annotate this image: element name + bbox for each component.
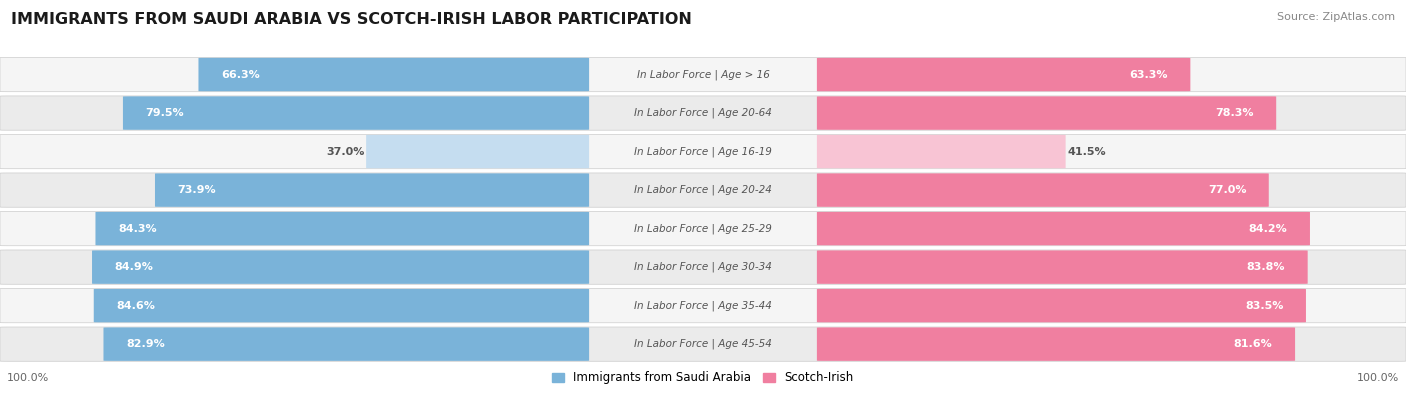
Text: In Labor Force | Age 35-44: In Labor Force | Age 35-44: [634, 300, 772, 311]
Text: In Labor Force | Age 16-19: In Labor Force | Age 16-19: [634, 146, 772, 157]
Text: 84.2%: 84.2%: [1249, 224, 1288, 233]
FancyBboxPatch shape: [817, 327, 1295, 361]
Text: 83.8%: 83.8%: [1247, 262, 1285, 272]
Text: 37.0%: 37.0%: [326, 147, 364, 156]
FancyBboxPatch shape: [817, 135, 1066, 168]
Text: In Labor Force | Age 30-34: In Labor Force | Age 30-34: [634, 262, 772, 273]
Text: 78.3%: 78.3%: [1215, 108, 1254, 118]
FancyBboxPatch shape: [94, 289, 589, 322]
FancyBboxPatch shape: [0, 288, 1406, 323]
FancyBboxPatch shape: [366, 135, 589, 168]
Text: In Labor Force | Age 20-24: In Labor Force | Age 20-24: [634, 185, 772, 196]
FancyBboxPatch shape: [104, 327, 589, 361]
Text: Source: ZipAtlas.com: Source: ZipAtlas.com: [1277, 12, 1395, 22]
Text: 73.9%: 73.9%: [177, 185, 217, 195]
Text: 81.6%: 81.6%: [1234, 339, 1272, 349]
Text: 41.5%: 41.5%: [1067, 147, 1105, 156]
FancyBboxPatch shape: [0, 211, 1406, 246]
Text: 66.3%: 66.3%: [221, 70, 260, 79]
Text: 63.3%: 63.3%: [1129, 70, 1168, 79]
FancyBboxPatch shape: [817, 58, 1191, 91]
Text: 83.5%: 83.5%: [1246, 301, 1284, 310]
Text: In Labor Force | Age > 16: In Labor Force | Age > 16: [637, 69, 769, 80]
Text: 84.6%: 84.6%: [117, 301, 155, 310]
FancyBboxPatch shape: [0, 327, 1406, 361]
Text: In Labor Force | Age 25-29: In Labor Force | Age 25-29: [634, 223, 772, 234]
FancyBboxPatch shape: [0, 96, 1406, 130]
Legend: Immigrants from Saudi Arabia, Scotch-Irish: Immigrants from Saudi Arabia, Scotch-Iri…: [547, 367, 859, 389]
FancyBboxPatch shape: [155, 173, 589, 207]
Text: 100.0%: 100.0%: [7, 373, 49, 383]
FancyBboxPatch shape: [0, 250, 1406, 284]
FancyBboxPatch shape: [122, 96, 589, 130]
FancyBboxPatch shape: [0, 173, 1406, 207]
Text: In Labor Force | Age 45-54: In Labor Force | Age 45-54: [634, 339, 772, 350]
FancyBboxPatch shape: [0, 134, 1406, 169]
Text: 84.9%: 84.9%: [114, 262, 153, 272]
FancyBboxPatch shape: [91, 250, 589, 284]
FancyBboxPatch shape: [817, 96, 1277, 130]
Text: 79.5%: 79.5%: [145, 108, 184, 118]
Text: In Labor Force | Age 20-64: In Labor Force | Age 20-64: [634, 108, 772, 118]
FancyBboxPatch shape: [817, 212, 1310, 245]
Text: 77.0%: 77.0%: [1208, 185, 1246, 195]
FancyBboxPatch shape: [198, 58, 589, 91]
FancyBboxPatch shape: [0, 57, 1406, 92]
FancyBboxPatch shape: [817, 173, 1268, 207]
FancyBboxPatch shape: [96, 212, 589, 245]
Text: IMMIGRANTS FROM SAUDI ARABIA VS SCOTCH-IRISH LABOR PARTICIPATION: IMMIGRANTS FROM SAUDI ARABIA VS SCOTCH-I…: [11, 12, 692, 27]
FancyBboxPatch shape: [817, 250, 1308, 284]
Text: 100.0%: 100.0%: [1357, 373, 1399, 383]
Text: 82.9%: 82.9%: [127, 339, 165, 349]
Text: 84.3%: 84.3%: [118, 224, 156, 233]
FancyBboxPatch shape: [817, 289, 1306, 322]
